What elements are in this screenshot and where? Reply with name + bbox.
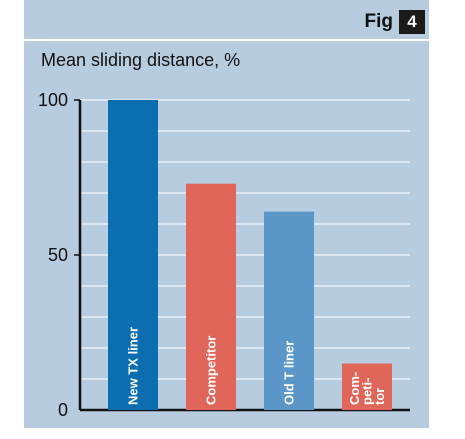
figure-number: 4 (399, 10, 425, 34)
bar (264, 211, 314, 410)
bar (186, 183, 236, 410)
figure-panel: Fig 4 Mean sliding distance, % 0 50 100 New… (24, 0, 429, 428)
y-tick-label: 100 (38, 90, 68, 110)
figure-label: Fig 4 (364, 10, 425, 34)
bar-chart: 0 50 100 New TX liner Competitor Old T liner C… (38, 90, 410, 420)
bar-label-line: Old T liner (282, 341, 297, 405)
bar (342, 363, 392, 410)
bar-label-line: Competitor (204, 336, 219, 405)
y-tick-label: 50 (48, 245, 68, 265)
bar-label-line: tor (372, 388, 387, 405)
header-divider (24, 39, 429, 41)
bar-label: Old T liner (282, 341, 297, 405)
bar-label: Competitor (204, 336, 219, 405)
figure-label-text: Fig (364, 11, 394, 32)
bar-label: Com-peti-tor (347, 372, 387, 405)
bar-label-line: New TX liner (126, 327, 141, 405)
y-axis-label: Mean sliding distance, % (41, 50, 241, 70)
bar-label-line: peti- (360, 378, 375, 405)
y-tick-label: 0 (58, 400, 68, 420)
bar (108, 100, 158, 410)
bar-label: New TX liner (126, 327, 141, 405)
bar-label-line: Com- (347, 372, 362, 405)
